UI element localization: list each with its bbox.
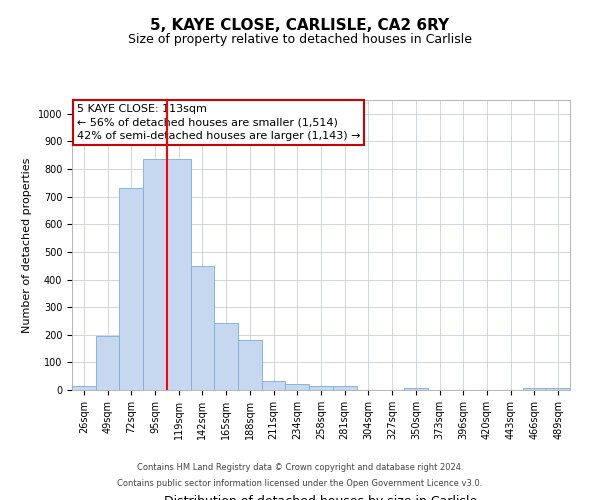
Bar: [167, 160, 191, 390]
Y-axis label: Number of detached properties: Number of detached properties: [22, 158, 32, 332]
Bar: [143, 160, 167, 390]
Bar: [191, 266, 214, 390]
Bar: [546, 388, 570, 390]
Bar: [96, 336, 119, 390]
Bar: [333, 386, 356, 390]
Bar: [262, 381, 286, 390]
Bar: [238, 340, 262, 390]
Bar: [309, 386, 333, 390]
Bar: [119, 188, 143, 390]
Text: Size of property relative to detached houses in Carlisle: Size of property relative to detached ho…: [128, 32, 472, 46]
Text: 5 KAYE CLOSE: 113sqm
← 56% of detached houses are smaller (1,514)
42% of semi-de: 5 KAYE CLOSE: 113sqm ← 56% of detached h…: [77, 104, 361, 141]
Bar: [286, 384, 309, 390]
Bar: [214, 323, 238, 390]
Text: Contains HM Land Registry data © Crown copyright and database right 2024.: Contains HM Land Registry data © Crown c…: [137, 464, 463, 472]
Text: 5, KAYE CLOSE, CARLISLE, CA2 6RY: 5, KAYE CLOSE, CARLISLE, CA2 6RY: [151, 18, 449, 32]
X-axis label: Distribution of detached houses by size in Carlisle: Distribution of detached houses by size …: [164, 494, 478, 500]
Bar: [523, 388, 546, 390]
Bar: [404, 388, 428, 390]
Bar: [72, 386, 96, 390]
Text: Contains public sector information licensed under the Open Government Licence v3: Contains public sector information licen…: [118, 478, 482, 488]
